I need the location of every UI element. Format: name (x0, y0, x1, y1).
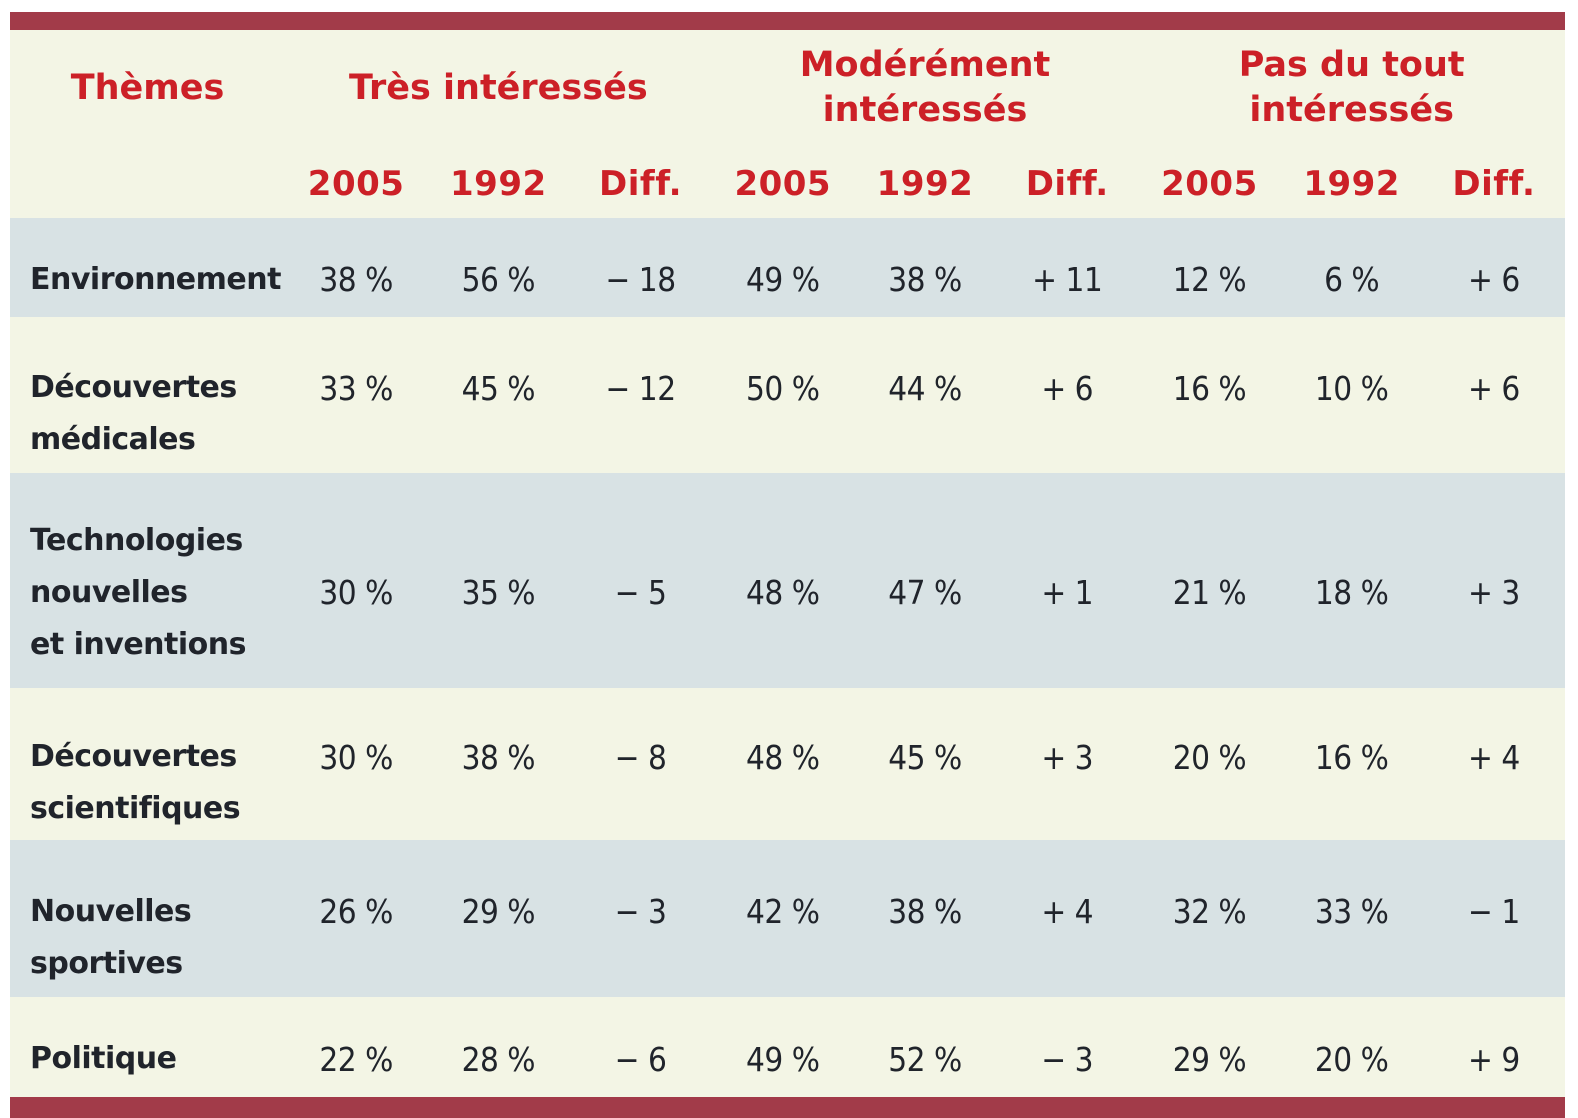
value-cell: 38 % (853, 218, 997, 317)
theme-label-line: sportives (30, 945, 183, 981)
value-cell: 56 % (427, 218, 570, 317)
diff-cell: + 6 (1422, 218, 1565, 317)
value-cell: 10 % (1314, 368, 1389, 408)
value-cell: 22 % (319, 1039, 393, 1079)
group-header-pas-du-tout-interesses: Pas du tout intéressés (1238, 45, 1465, 130)
table-row-technologies-nouvelles: Technologies nouvelles et inventions 30 … (10, 473, 1565, 688)
theme-label-line: nouvelles (30, 574, 188, 610)
value-cell: 18 % (1280, 473, 1423, 688)
group-header-row: Thèmes Très intéressés Modérément intére… (10, 30, 1565, 160)
value-cell: 42 % (711, 840, 854, 997)
diff-cell: − 3 (569, 840, 712, 997)
year-column-header: 1992 (1303, 164, 1400, 204)
diff-cell: − 5 (569, 473, 712, 688)
themes-column-header: Thèmes (70, 67, 225, 108)
value-cell: 20 % (1314, 1039, 1389, 1079)
value-cell: 49 % (746, 1039, 820, 1079)
value-cell: 48 % (711, 473, 854, 688)
theme-cell: Découvertes scientifiques (10, 688, 285, 840)
diff-cell: − 12 (605, 368, 677, 408)
theme-label-line: Technologies (30, 522, 243, 558)
table-row-decouvertes-medicales: Découvertes médicales 33 % 45 % − 12 50 … (10, 317, 1565, 473)
value-cell: 28 % (461, 1039, 536, 1079)
table-row-decouvertes-scientifiques: Découvertes scientifiques 30 % 38 % − 8 … (10, 688, 1565, 840)
value-cell: 33 % (1280, 840, 1423, 997)
diff-cell: − 1 (1422, 840, 1565, 997)
diff-cell: + 4 (996, 840, 1139, 997)
table-row-nouvelles-sportives: Nouvelles sportives 26 % 29 % − 3 42 % 3… (10, 840, 1565, 997)
interest-survey-table: Thèmes Très intéressés Modérément intére… (10, 30, 1565, 1097)
theme-cell: Environnement (10, 218, 285, 317)
value-cell: 38 % (461, 737, 536, 777)
value-cell: 45 % (888, 737, 962, 777)
sub-header-spacer (10, 160, 285, 218)
theme-cell: Nouvelles sportives (10, 840, 285, 997)
value-cell: 26 % (285, 840, 428, 997)
theme-label-line: et inventions (30, 626, 246, 662)
theme-label-line: Environnement (30, 261, 281, 297)
value-cell: 30 % (285, 473, 428, 688)
table-row-environnement: Environnement 38 % 56 % − 18 49 % 38 % +… (10, 218, 1565, 317)
value-cell: 52 % (888, 1039, 962, 1079)
value-cell: 16 % (1314, 737, 1389, 777)
diff-cell: − 18 (569, 218, 712, 317)
value-cell: 45 % (461, 368, 536, 408)
group-header-tres-interesses: Très intéressés (348, 67, 648, 108)
year-column-header: 2005 (734, 164, 832, 204)
year-column-header: 1992 (876, 164, 974, 204)
top-border-bar (10, 12, 1565, 30)
value-cell: 38 % (853, 840, 997, 997)
value-cell: 29 % (427, 840, 570, 997)
theme-label-line: Découvertes (30, 370, 237, 405)
value-cell: 32 % (1138, 840, 1281, 997)
year-column-header: 2005 (1161, 164, 1258, 204)
value-cell: 30 % (319, 737, 393, 777)
bottom-border-bar (10, 1097, 1565, 1118)
value-cell: 44 % (888, 368, 962, 408)
value-cell: 49 % (711, 218, 854, 317)
diff-cell: − 6 (614, 1039, 667, 1079)
group-header-moderement-interesses: Modérément intéressés (799, 45, 1051, 130)
diff-cell: + 9 (1468, 1039, 1520, 1079)
value-cell: 35 % (427, 473, 570, 688)
theme-label-line: Politique (30, 1041, 177, 1076)
value-cell: 20 % (1172, 737, 1247, 777)
theme-cell: Découvertes médicales (10, 317, 285, 473)
diff-cell: − 8 (614, 737, 667, 777)
theme-cell: Politique (10, 997, 285, 1097)
theme-label-line: Découvertes (30, 739, 237, 774)
diff-cell: + 3 (1041, 737, 1094, 777)
diff-cell: + 4 (1468, 737, 1520, 777)
value-cell: 12 % (1138, 218, 1281, 317)
diff-cell: + 11 (996, 218, 1139, 317)
value-cell: 29 % (1172, 1039, 1247, 1079)
diff-cell: + 6 (1041, 368, 1094, 408)
value-cell: 48 % (746, 737, 820, 777)
table-header: Thèmes Très intéressés Modérément intére… (10, 30, 1565, 218)
value-cell: 33 % (319, 368, 393, 408)
diff-cell: + 3 (1422, 473, 1565, 688)
table-row-politique: Politique 22 % 28 % − 6 49 % 52 % − 3 29… (10, 997, 1565, 1097)
value-cell: 6 % (1280, 218, 1423, 317)
diff-column-header: Diff. (1452, 164, 1536, 204)
diff-column-header: Diff. (1025, 164, 1109, 204)
sub-header-row: 2005 1992 Diff. 2005 1992 Diff. 2005 199… (10, 160, 1565, 218)
theme-cell: Technologies nouvelles et inventions (10, 473, 285, 688)
value-cell: 21 % (1138, 473, 1281, 688)
theme-label-line: Nouvelles (30, 893, 192, 929)
diff-cell: − 3 (1041, 1039, 1094, 1079)
theme-label-line: scientifiques (30, 791, 241, 826)
value-cell: 47 % (853, 473, 997, 688)
year-column-header: 1992 (450, 164, 547, 204)
theme-label-line: médicales (30, 422, 196, 457)
value-cell: 38 % (285, 218, 428, 317)
diff-cell: + 6 (1468, 368, 1520, 408)
diff-column-header: Diff. (599, 164, 683, 204)
value-cell: 16 % (1172, 368, 1247, 408)
table-body: Environnement 38 % 56 % − 18 49 % 38 % +… (10, 218, 1565, 1097)
value-cell: 50 % (746, 368, 820, 408)
year-column-header: 2005 (307, 164, 405, 204)
diff-cell: + 1 (996, 473, 1139, 688)
